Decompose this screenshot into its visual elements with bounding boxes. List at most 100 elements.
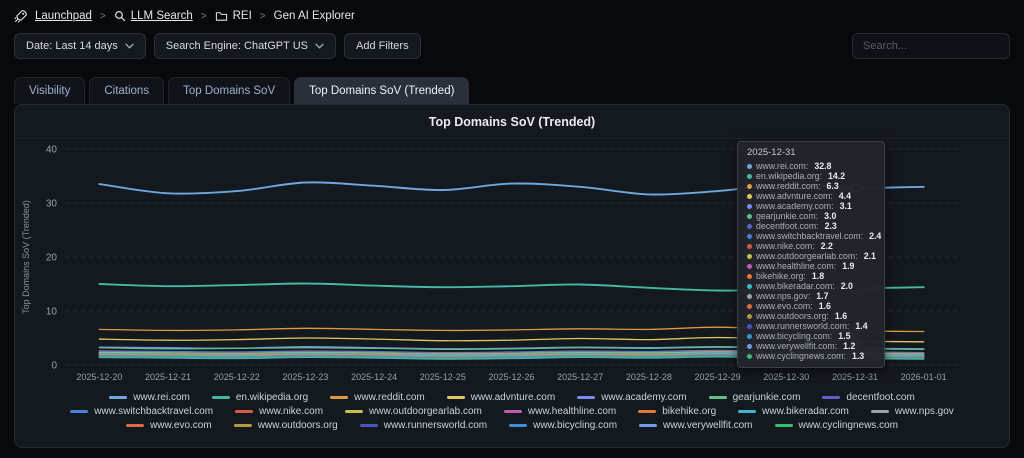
legend-item-bikehike.org[interactable]: bikehike.org: [638, 406, 716, 417]
legend-item-www.nike.com[interactable]: www.nike.com: [235, 406, 323, 417]
y-axis-title: Top Domains SoV (Trended): [21, 200, 31, 314]
legend-item-www.bikeradar.com[interactable]: www.bikeradar.com: [738, 406, 849, 417]
legend-label: www.verywellfit.com: [663, 420, 753, 431]
legend-label: www.bikeradar.com: [762, 406, 849, 417]
legend-item-www.academy.com[interactable]: www.academy.com: [577, 392, 687, 403]
legend-line-marker: [509, 424, 528, 427]
search-input[interactable]: [852, 33, 1010, 59]
legend-line-marker: [109, 396, 128, 399]
legend-line-marker: [330, 396, 349, 399]
search-icon: [114, 10, 126, 22]
breadcrumb-separator: >: [99, 10, 106, 22]
tab-citations[interactable]: Citations: [89, 77, 165, 104]
chart-area: 0 10 20 30 40 2025-12-20 2025-12-21 2025-12-22 2…: [15, 139, 1009, 389]
legend-item-en.wikipedia.org[interactable]: en.wikipedia.org: [211, 392, 308, 403]
tab-top-domains-sov[interactable]: Top Domains SoV: [168, 77, 291, 104]
legend-label: www.evo.com: [150, 420, 212, 431]
x-tick-label: 2025-12-29: [695, 372, 741, 382]
legend-line-marker: [235, 410, 254, 413]
y-tick-label: 0: [51, 361, 57, 372]
breadcrumb-separator: >: [259, 10, 266, 22]
breadcrumb-separator: >: [200, 10, 207, 22]
tab-visibility[interactable]: Visibility: [14, 77, 86, 104]
legend-item-www.healthline.com[interactable]: www.healthline.com: [503, 406, 617, 417]
y-tick-label: 30: [46, 199, 58, 210]
legend-line-marker: [233, 424, 252, 427]
x-tick-label: 2025-12-20: [76, 372, 122, 382]
legend-line-marker: [822, 396, 841, 399]
chevron-down-icon: [315, 40, 324, 52]
legend-line-marker: [870, 410, 889, 413]
legend-label: www.runnersworld.com: [383, 420, 488, 431]
legend-label: www.cyclingnews.com: [798, 420, 898, 431]
x-tick-label: 2025-12-28: [626, 372, 672, 382]
breadcrumb-current-page: Gen AI Explorer: [273, 10, 355, 22]
legend-label: www.outdoorgearlab.com: [369, 406, 482, 417]
legend-item-www.runnersworld.com[interactable]: www.runnersworld.com: [359, 420, 488, 431]
legend-item-www.switchbacktravel.com[interactable]: www.switchbacktravel.com: [70, 406, 213, 417]
hover-marker: [849, 182, 861, 194]
x-tick-label: 2025-12-23: [282, 372, 328, 382]
legend-line-marker: [359, 424, 378, 427]
x-tick-label: 2026-01-01: [901, 372, 947, 382]
date-filter-dropdown[interactable]: Date: Last 14 days: [14, 33, 146, 59]
legend-line-marker: [774, 424, 793, 427]
legend-item-www.outdoors.org[interactable]: www.outdoors.org: [233, 420, 338, 431]
legend-line-marker: [211, 396, 230, 399]
legend-line-marker: [345, 410, 364, 413]
legend-item-www.cyclingnews.com[interactable]: www.cyclingnews.com: [774, 420, 898, 431]
legend-item-www.rei.com[interactable]: www.rei.com: [109, 392, 190, 403]
breadcrumb-launchpad[interactable]: Launchpad: [35, 10, 92, 22]
hover-marker: [849, 335, 861, 347]
legend-item-www.bicycling.com[interactable]: www.bicycling.com: [509, 420, 617, 431]
legend-item-www.nps.gov[interactable]: www.nps.gov: [870, 406, 954, 417]
chart-panel: Top Domains SoV (Trended) 0 10 20 30 40 2025-…: [14, 104, 1010, 448]
hover-marker: [849, 324, 861, 337]
chart-line-www.advnture.com: [98, 336, 925, 343]
legend-label: decentfoot.com: [846, 392, 915, 403]
legend-label: www.reddit.com: [354, 392, 425, 403]
legend-label: www.healthline.com: [527, 406, 617, 417]
legend-label: bikehike.org: [662, 406, 717, 417]
y-tick-label: 20: [46, 253, 58, 264]
breadcrumb-rei[interactable]: REI: [215, 10, 252, 22]
legend-item-www.reddit.com[interactable]: www.reddit.com: [330, 392, 425, 403]
legend-label: www.nike.com: [259, 406, 324, 417]
x-tick-label: 2025-12-25: [420, 372, 466, 382]
add-filters-button[interactable]: Add Filters: [344, 33, 421, 59]
legend-line-marker: [738, 410, 757, 413]
breadcrumb: Launchpad > LLM Search > REI > Gen AI Ex…: [0, 0, 1024, 25]
legend-item-www.advnture.com[interactable]: www.advnture.com: [446, 392, 556, 403]
breadcrumb-llm-search[interactable]: LLM Search: [114, 10, 193, 22]
legend-label: www.advnture.com: [470, 392, 556, 403]
tab-top-domains-sov-trended[interactable]: Top Domains SoV (Trended): [294, 77, 470, 104]
legend-item-www.outdoorgearlab.com[interactable]: www.outdoorgearlab.com: [345, 406, 482, 417]
legend-line-marker: [70, 410, 89, 413]
legend-label: www.rei.com: [133, 392, 190, 403]
tab-bar: Visibility Citations Top Domains SoV Top Do…: [0, 67, 1024, 104]
x-tick-label: 2025-12-22: [214, 372, 260, 382]
search-engine-filter-dropdown[interactable]: Search Engine: ChatGPT US: [153, 33, 336, 59]
legend-label: www.bicycling.com: [533, 420, 618, 431]
y-tick-label: 10: [46, 307, 58, 318]
legend-item-www.evo.com[interactable]: www.evo.com: [126, 420, 212, 431]
legend-line-marker: [446, 396, 465, 399]
x-tick-label: 2025-12-27: [557, 372, 603, 382]
x-tick-label: 2025-12-31: [832, 372, 878, 382]
chart-line-www.rei.com: [98, 181, 925, 196]
rocket-icon: [14, 9, 28, 23]
legend-item-gearjunkie.com[interactable]: gearjunkie.com: [708, 392, 800, 403]
hover-marker: [849, 283, 861, 294]
y-tick-label: 40: [46, 145, 58, 156]
chart-title: Top Domains SoV (Trended): [15, 105, 1009, 139]
sov-trended-line-chart[interactable]: 0 10 20 30 40 2025-12-20 2025-12-21 2025-12-22 2…: [15, 139, 1009, 389]
x-tick-label: 2025-12-21: [145, 372, 191, 382]
legend-line-marker: [708, 396, 727, 399]
legend-line-marker: [638, 410, 657, 413]
x-tick-label: 2025-12-30: [763, 372, 809, 382]
filter-toolbar: Date: Last 14 days Search Engine: ChatGP…: [0, 25, 1024, 67]
legend-item-www.verywellfit.com[interactable]: www.verywellfit.com: [639, 420, 753, 431]
legend-item-decentfoot.com[interactable]: decentfoot.com: [822, 392, 915, 403]
chevron-down-icon: [125, 40, 134, 52]
folder-icon: [215, 10, 228, 22]
